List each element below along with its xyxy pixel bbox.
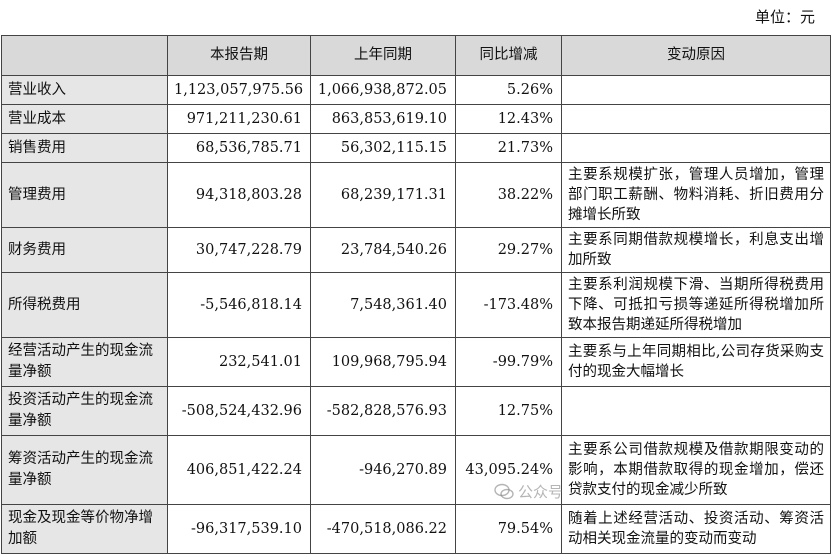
unit-label: 单位：元	[754, 8, 815, 26]
row-prior: 863,853,619.10	[310, 104, 456, 134]
table-row: 管理费用 94,318,803.28 68,239,171.31 38.22% …	[1, 162, 831, 228]
row-item: 投资活动产生的现金流量净额	[1, 386, 168, 436]
row-change: 5.26%	[455, 75, 562, 105]
row-reason: 主要系利润规模下滑、当期所得税费用下降、可抵扣亏损等递延所得税增加所致本报告期递…	[561, 272, 831, 338]
row-current: 94,318,803.28	[167, 162, 311, 228]
row-reason: 主要系公司借款规模及借款期限变动的影响，本期借款取得的现金增加，偿还贷款支付的现…	[561, 435, 831, 505]
row-reason: 主要系与上年同期相比,公司存货采购支付的现金大幅增长	[561, 337, 831, 387]
row-current: -508,524,432.96	[167, 386, 311, 436]
row-item: 现金及现金等价物净增加额	[1, 504, 168, 554]
row-prior: -470,518,086.22	[310, 504, 456, 554]
row-prior: 109,968,795.94	[310, 337, 456, 387]
header-change-reason: 变动原因	[561, 35, 831, 76]
row-reason	[561, 104, 831, 134]
table-row: 所得税费用 -5,546,818.14 7,548,361.40 -173.48…	[1, 272, 831, 338]
row-item: 经营活动产生的现金流量净额	[1, 337, 168, 387]
row-current: 68,536,785.71	[167, 133, 311, 163]
header-current-period: 本报告期	[167, 35, 311, 76]
row-change: -99.79%	[455, 337, 562, 387]
row-prior: -946,270.89	[310, 435, 456, 505]
row-prior: 56,302,115.15	[310, 133, 456, 163]
header-yoy-change: 同比增减	[455, 35, 562, 76]
table-row: 营业成本 971,211,230.61 863,853,619.10 12.43…	[1, 104, 831, 134]
row-prior: -582,828,576.93	[310, 386, 456, 436]
row-prior: 1,066,938,872.05	[310, 75, 456, 105]
row-item: 所得税费用	[1, 272, 168, 338]
row-change: 43,095.24%	[455, 435, 562, 505]
table-row: 筹资活动产生的现金流量净额 406,851,422.24 -946,270.89…	[1, 435, 831, 505]
row-prior: 7,548,361.40	[310, 272, 456, 338]
row-item: 管理费用	[1, 162, 168, 228]
row-change: 29.27%	[455, 227, 562, 273]
row-reason	[561, 133, 831, 163]
watermark: 公众号	[494, 481, 563, 502]
row-item: 销售费用	[1, 133, 168, 163]
table-row: 现金及现金等价物净增加额 -96,317,539.10 -470,518,086…	[1, 504, 831, 554]
table-row: 销售费用 68,536,785.71 56,302,115.15 21.73%	[1, 133, 831, 163]
row-item: 财务费用	[1, 227, 168, 273]
watermark-text: 公众号	[518, 483, 564, 501]
row-current: -96,317,539.10	[167, 504, 311, 554]
row-prior: 23,784,540.26	[310, 227, 456, 273]
row-reason	[561, 386, 831, 436]
row-reason: 随着上述经营活动、投资活动、筹资活动相关现金流量的变动而变动	[561, 504, 831, 554]
row-current: 406,851,422.24	[167, 435, 311, 505]
row-change: 38.22%	[455, 162, 562, 228]
row-change: 12.75%	[455, 386, 562, 436]
row-current: 1,123,057,975.56	[167, 75, 311, 105]
header-item	[1, 35, 168, 76]
table-row: 投资活动产生的现金流量净额 -508,524,432.96 -582,828,5…	[1, 386, 831, 436]
row-current: 232,541.01	[167, 337, 311, 387]
row-item: 筹资活动产生的现金流量净额	[1, 435, 168, 505]
row-change: -173.48%	[455, 272, 562, 338]
table-row: 财务费用 30,747,228.79 23,784,540.26 29.27% …	[1, 227, 831, 273]
header-prior-period: 上年同期	[310, 35, 456, 76]
row-current: 30,747,228.79	[167, 227, 311, 273]
table-header-row: 本报告期 上年同期 同比增减 变动原因	[1, 35, 831, 76]
table-row: 经营活动产生的现金流量净额 232,541.01 109,968,795.94 …	[1, 337, 831, 387]
row-change: 79.54%	[455, 504, 562, 554]
row-reason: 主要系同期借款规模增长，利息支出增加所致	[561, 227, 831, 273]
row-change: 12.43%	[455, 104, 562, 134]
row-item: 营业成本	[1, 104, 168, 134]
financial-table: 本报告期 上年同期 同比增减 变动原因 营业收入 1,123,057,975.5…	[1, 35, 831, 554]
row-change: 21.73%	[455, 133, 562, 163]
wechat-icon	[494, 483, 514, 499]
table-row: 营业收入 1,123,057,975.56 1,066,938,872.05 5…	[1, 75, 831, 105]
row-prior: 68,239,171.31	[310, 162, 456, 228]
row-reason	[561, 75, 831, 105]
row-current: -5,546,818.14	[167, 272, 311, 338]
row-item: 营业收入	[1, 75, 168, 105]
row-reason: 主要系规模扩张，管理人员增加，管理部门职工薪酬、物料消耗、折旧费用分摊增长所致	[561, 162, 831, 228]
row-current: 971,211,230.61	[167, 104, 311, 134]
